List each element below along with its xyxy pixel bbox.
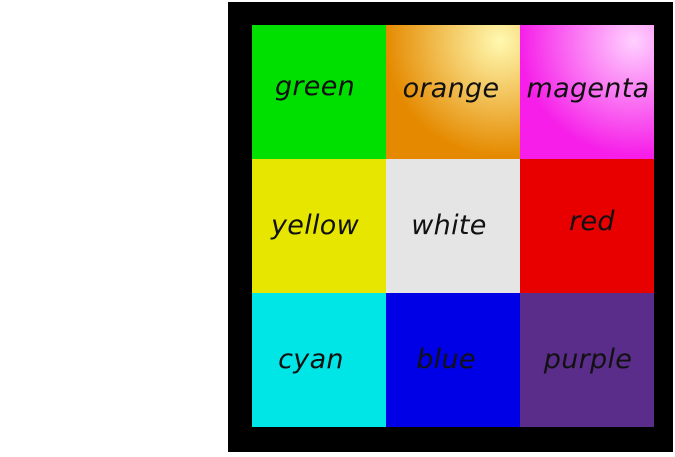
cell-magenta: magenta — [520, 25, 654, 159]
cell-yellow: yellow — [252, 159, 386, 293]
cell-purple: purple — [520, 293, 654, 427]
cell-orange: orange — [386, 25, 520, 159]
cell-label-green: green — [274, 70, 356, 102]
cell-label-yellow: yellow — [271, 209, 359, 241]
cell-white: white — [386, 159, 520, 293]
cell-label-purple: purple — [543, 343, 633, 375]
cell-label-red: red — [569, 205, 615, 237]
cell-blue: blue — [386, 293, 520, 427]
cell-label-cyan: cyan — [278, 343, 344, 375]
cell-label-blue: blue — [416, 343, 476, 375]
cell-label-white: white — [411, 209, 487, 241]
cell-cyan: cyan — [252, 293, 386, 427]
cell-label-magenta: magenta — [526, 72, 650, 104]
color-grid: green orange magenta yellow white red cy… — [252, 25, 654, 427]
cell-green: green — [252, 25, 386, 159]
cell-red: red — [520, 159, 654, 293]
cell-label-orange: orange — [402, 72, 500, 104]
